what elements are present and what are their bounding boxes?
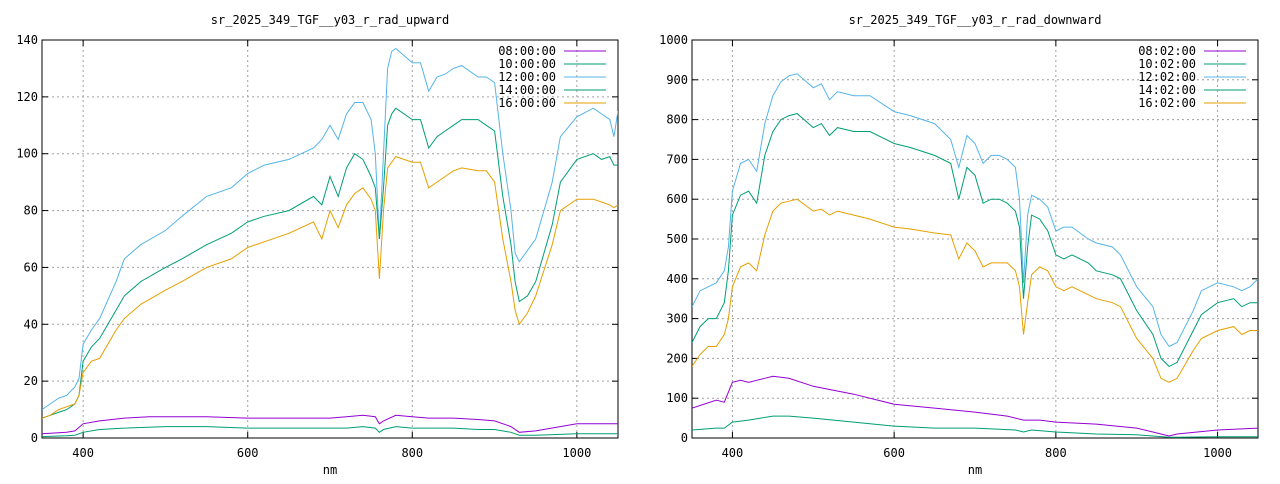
downward-y-tick-label: 400 <box>666 272 688 286</box>
upward-x-tick-label: 800 <box>401 446 423 460</box>
upward-series-line-100000 <box>42 426 618 438</box>
upward-y-tick-label: 120 <box>16 90 38 104</box>
downward-y-tick-label: 300 <box>666 312 688 326</box>
downward-y-tick-label: 900 <box>666 73 688 87</box>
upward-x-tick-label: 1000 <box>562 446 591 460</box>
upward-legend-label: 12:00:00 <box>498 70 556 84</box>
downward-chart-title: sr_2025_349_TGF__y03_r_rad_downward <box>849 13 1102 27</box>
upward-legend-label: 10:00:00 <box>498 57 556 71</box>
downward-y-tick-label: 700 <box>666 152 688 166</box>
downward-series-line-120200 <box>692 73 1258 348</box>
upward-chart-title: sr_2025_349_TGF__y03_r_rad_upward <box>211 13 449 27</box>
downward-x-tick-label: 600 <box>883 446 905 460</box>
upward-series-line-160000 <box>42 156 618 419</box>
downward-legend-label: 16:02:00 <box>1138 96 1196 110</box>
downward-y-tick-label: 200 <box>666 351 688 365</box>
downward-y-tick-label: 0 <box>681 431 688 445</box>
upward-plot-frame <box>41 39 619 439</box>
upward-series-line-080000 <box>42 414 618 435</box>
downward-legend-label: 14:02:00 <box>1138 83 1196 97</box>
downward-y-tick-label: 500 <box>666 232 688 246</box>
upward-series-line-140000 <box>42 107 618 419</box>
upward-y-tick-label: 100 <box>16 147 38 161</box>
downward-y-tick-label: 800 <box>666 113 688 127</box>
upward-y-tick-label: 0 <box>31 431 38 445</box>
upward-y-tick-label: 20 <box>24 374 38 388</box>
upward-x-tick-label: 400 <box>72 446 94 460</box>
upward-y-tick-label: 40 <box>24 317 38 331</box>
downward-series-line-100200 <box>692 415 1258 438</box>
upward-y-tick-label: 140 <box>16 33 38 47</box>
downward-x-tick-label: 800 <box>1045 446 1067 460</box>
downward-legend-label: 08:02:00 <box>1138 44 1196 58</box>
downward-series-line-160200 <box>692 198 1258 383</box>
downward-x-tick-label: 1000 <box>1203 446 1232 460</box>
upward-legend-label: 14:00:00 <box>498 83 556 97</box>
upward-y-tick-label: 80 <box>24 204 38 218</box>
downward-y-tick-label: 1000 <box>659 33 688 47</box>
downward-legend-label: 10:02:00 <box>1138 57 1196 71</box>
upward-y-tick-label: 60 <box>24 260 38 274</box>
downward-y-tick-label: 600 <box>666 192 688 206</box>
downward-y-tick-label: 100 <box>666 391 688 405</box>
upward-legend-label: 16:00:00 <box>498 96 556 110</box>
downward-series-line-080200 <box>692 375 1258 437</box>
upward-x-axis-label: nm <box>323 463 337 477</box>
downward-x-tick-label: 400 <box>722 446 744 460</box>
upward-legend-label: 08:00:00 <box>498 44 556 58</box>
downward-legend-label: 12:02:00 <box>1138 70 1196 84</box>
downward-x-axis-label: nm <box>968 463 982 477</box>
upward-x-tick-label: 600 <box>237 446 259 460</box>
downward-series-line-140200 <box>692 113 1258 368</box>
